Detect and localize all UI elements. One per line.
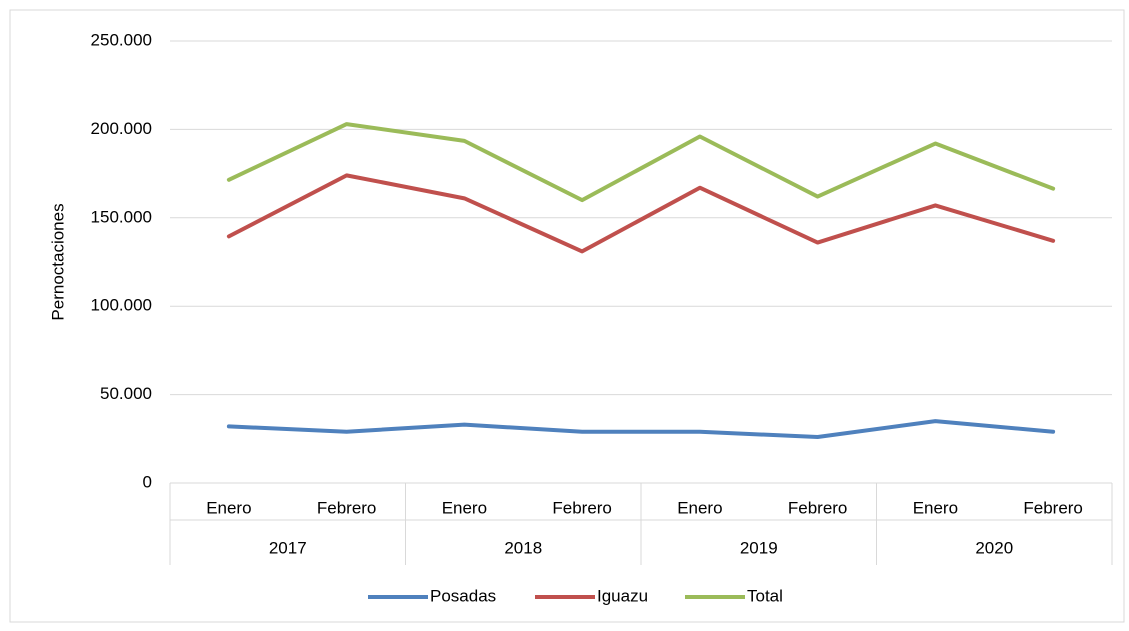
x-tick-label: Enero (206, 498, 251, 517)
legend-label: Posadas (430, 586, 496, 605)
y-tick-label: 50.000 (100, 384, 152, 403)
y-tick-label: 200.000 (91, 119, 152, 138)
y-axis-label: Pernoctaciones (48, 203, 67, 320)
series-line (226, 419, 1056, 440)
x-tick-label: Febrero (552, 498, 612, 517)
x-tick-label: Febrero (317, 498, 377, 517)
x-group-label: 2020 (975, 538, 1013, 557)
x-tick-label: Enero (913, 498, 958, 517)
chart-frame (9, 9, 1125, 623)
legend-label: Iguazu (597, 586, 648, 605)
x-tick-label: Enero (442, 498, 487, 517)
x-group-label: 2017 (269, 538, 307, 557)
legend-label: Total (747, 586, 783, 605)
x-group-label: 2018 (504, 538, 542, 557)
x-tick-label: Febrero (788, 498, 848, 517)
series-line (226, 122, 1056, 203)
x-tick-label: Enero (677, 498, 722, 517)
x-group-label: 2019 (740, 538, 778, 557)
y-tick-label: 0 (143, 472, 152, 491)
y-tick-label: 100.000 (91, 296, 152, 315)
y-tick-label: 250.000 (91, 30, 152, 49)
y-tick-label: 150.000 (91, 207, 152, 226)
x-tick-label: Febrero (1023, 498, 1083, 517)
series-line (226, 173, 1056, 254)
